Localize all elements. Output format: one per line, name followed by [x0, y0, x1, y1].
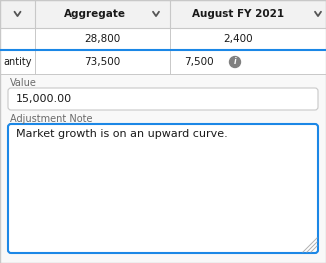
FancyBboxPatch shape	[8, 88, 318, 110]
Text: 7,500: 7,500	[184, 57, 214, 67]
Bar	[0, 50, 326, 74]
Bar	[0, 0, 326, 28]
FancyBboxPatch shape	[8, 124, 318, 253]
Bar	[0, 28, 326, 50]
Text: Market growth is on an upward curve.: Market growth is on an upward curve.	[16, 129, 228, 139]
Text: antity: antity	[3, 57, 32, 67]
Text: 73,500: 73,500	[84, 57, 121, 67]
Bar	[0, 74, 326, 263]
Text: Adjustment Note: Adjustment Note	[10, 114, 93, 124]
Text: August FY 2021: August FY 2021	[192, 9, 284, 19]
Text: i: i	[234, 57, 236, 66]
Text: Aggregate: Aggregate	[64, 9, 126, 19]
Text: Value: Value	[10, 78, 37, 88]
Circle shape	[230, 57, 241, 68]
Text: 15,000.00: 15,000.00	[16, 94, 72, 104]
Text: 28,800: 28,800	[84, 34, 121, 44]
Text: 2,400: 2,400	[223, 34, 253, 44]
